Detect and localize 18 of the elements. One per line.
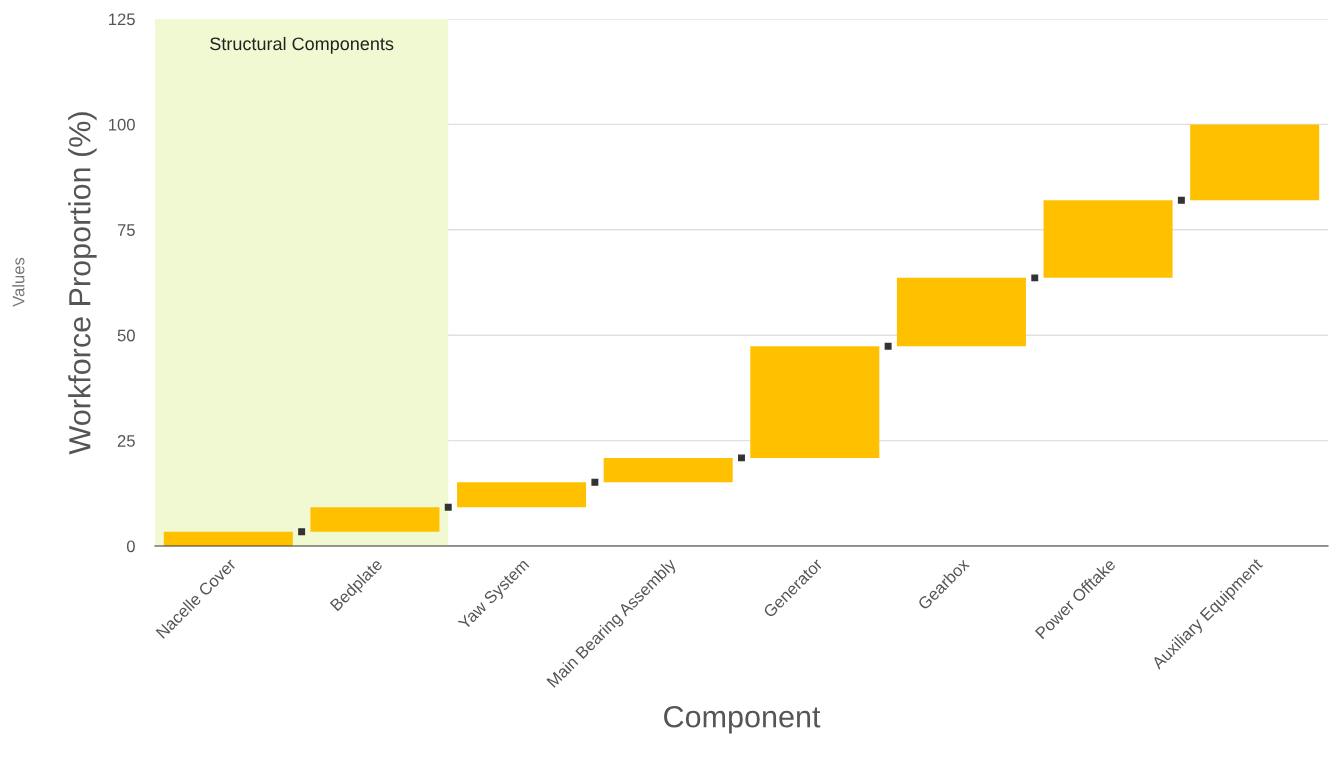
text: Values (12, 257, 25, 307)
bar (750, 346, 880, 458)
y-tick-label: 0 (126, 540, 135, 553)
x-axis-title: Component (664, 705, 821, 734)
y-tick-label: 25 (117, 435, 135, 447)
bar (163, 531, 293, 546)
y-tick-label: 75 (117, 224, 135, 236)
bar (310, 507, 440, 532)
y-tick-label: 125 (109, 13, 135, 26)
bar (603, 457, 733, 483)
bar (1190, 124, 1320, 201)
bar (457, 482, 587, 508)
bar (1043, 200, 1173, 278)
y-axis-title: Workforce Proportion (%) (68, 112, 97, 455)
y-tick-label: 100 (109, 118, 135, 131)
bar (896, 277, 1026, 347)
y-tick-label: 50 (117, 329, 135, 342)
band-label: Structural Components (210, 36, 394, 54)
